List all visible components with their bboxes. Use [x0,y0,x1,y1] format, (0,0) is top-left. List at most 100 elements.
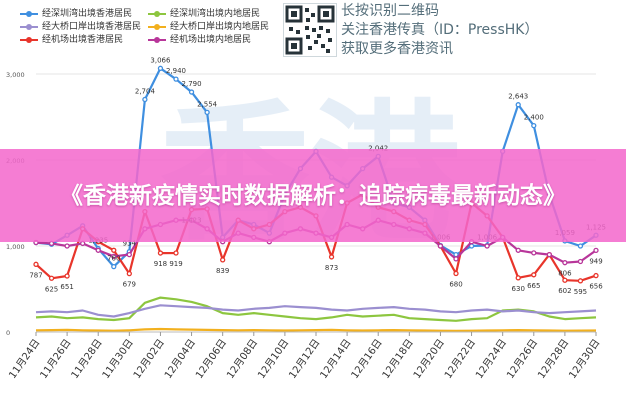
series-line [35,296,597,322]
data-point [515,102,521,108]
data-point [204,109,210,116]
data-point [173,76,179,82]
data-label: 806 [558,270,572,278]
series-2 [35,304,597,318]
qr-code-icon [285,5,335,55]
data-point [80,240,86,247]
data-point [577,258,584,265]
legend-swatch [20,10,38,17]
legend-swatch [20,23,38,30]
data-label: 679 [123,281,136,289]
data-point [562,260,568,266]
data-point [577,243,584,249]
x-tick-label: 12月22日 [442,337,478,381]
legend-label: 经机场出境内地居民 [170,35,252,45]
headline-banner: 《香港新疫情实时数据解析：追踪病毒最新动态》 [0,149,626,242]
x-tick-label: 12月06日 [193,337,229,381]
legend-item: 经大桥口岸出境内地居民 [148,21,269,33]
legend-label: 经大桥口岸出境香港居民 [42,22,142,32]
data-point [142,96,148,103]
data-point [562,277,568,283]
data-label: 760 [107,255,120,263]
data-point [593,247,599,254]
data-point [48,240,55,247]
data-point [188,89,195,95]
data-label: 934 [123,240,137,248]
series-line [35,327,597,332]
data-label: 680 [449,281,462,289]
x-tick-label: 12月20日 [411,337,447,381]
x-tick-label: 12月16日 [349,337,385,381]
x-tick-label: 12月04日 [162,337,198,381]
data-point [593,272,599,279]
data-point [531,122,537,129]
legend-label: 经深圳湾出境香港居民 [42,9,133,19]
data-point [157,250,164,256]
legend-swatch [20,36,38,43]
data-point [33,261,39,267]
legend-label: 经机场出境香港居民 [42,35,124,45]
legend-item: 经机场出境内地居民 [148,34,251,46]
x-tick-label: 12月26日 [504,337,540,381]
legend-item: 经机场出境香港居民 [20,34,123,46]
x-tick-label: 11月30日 [100,337,136,381]
x-tick-label: 12月14日 [318,337,354,381]
data-point [157,65,164,71]
data-label: 918 [154,260,167,268]
qr-code-image [283,3,337,57]
data-point [64,243,70,249]
data-label: 651 [60,283,73,291]
legend-label: 经深圳湾出境内地居民 [170,9,261,19]
data-point [111,247,117,253]
data-point [328,254,335,260]
data-label: 656 [589,283,603,291]
series-line [35,304,597,318]
data-label: 630 [512,285,525,293]
data-label: 595 [574,288,587,296]
promo-text: 长按识别二维码 关注香港传真（ID：PressHK） 获取更多香港资讯 [341,2,538,59]
legend-swatch [148,23,166,30]
legend-item: 经大桥口岸出境香港居民 [20,21,141,33]
data-point [111,263,117,270]
data-label: 2,400 [524,114,544,122]
data-point [126,270,132,277]
data-label: 873 [325,264,338,272]
promo-line-3: 获取更多香港资讯 [341,41,453,57]
data-point [111,253,117,259]
data-point [531,272,537,278]
data-label: 2,790 [182,80,202,88]
x-tick-label: 12月08日 [224,337,260,381]
data-label: 787 [29,271,42,279]
data-label: 665 [527,282,540,290]
x-tick-label: 12月28日 [535,337,571,381]
data-point [515,275,521,281]
x-tick-label: 11月26日 [38,337,74,381]
data-point [531,250,537,256]
x-tick-label: 11月24日 [7,337,43,381]
data-point [453,256,459,262]
data-label: 2,042 [368,144,388,152]
data-point [546,251,552,258]
data-point [453,270,459,277]
legend-swatch [148,36,166,43]
promo-line-2: 关注香港传真（ID：PressHK） [341,22,539,38]
data-label: 3,066 [150,56,171,64]
x-tick-label: 12月18日 [380,337,416,381]
data-label: 2,643 [508,93,528,101]
legend-item: 经深圳湾出境内地居民 [148,8,260,20]
data-label: 2,940 [166,67,186,75]
data-point [220,257,226,263]
x-tick-label: 12月24日 [473,337,509,381]
x-tick-label: 12月30日 [567,337,603,381]
legend-swatch [148,10,166,17]
x-tick-label: 12月12日 [287,337,323,381]
data-label: 2,554 [197,100,218,108]
legend-item: 经深圳湾出境香港居民 [20,8,132,20]
y-tick-label: 0 [6,329,10,337]
series-3 [35,327,597,332]
data-point [64,273,70,279]
y-tick-label: 3,000 [6,71,25,79]
data-point [126,251,132,258]
data-label: 2,704 [135,87,156,95]
data-point [577,278,584,284]
